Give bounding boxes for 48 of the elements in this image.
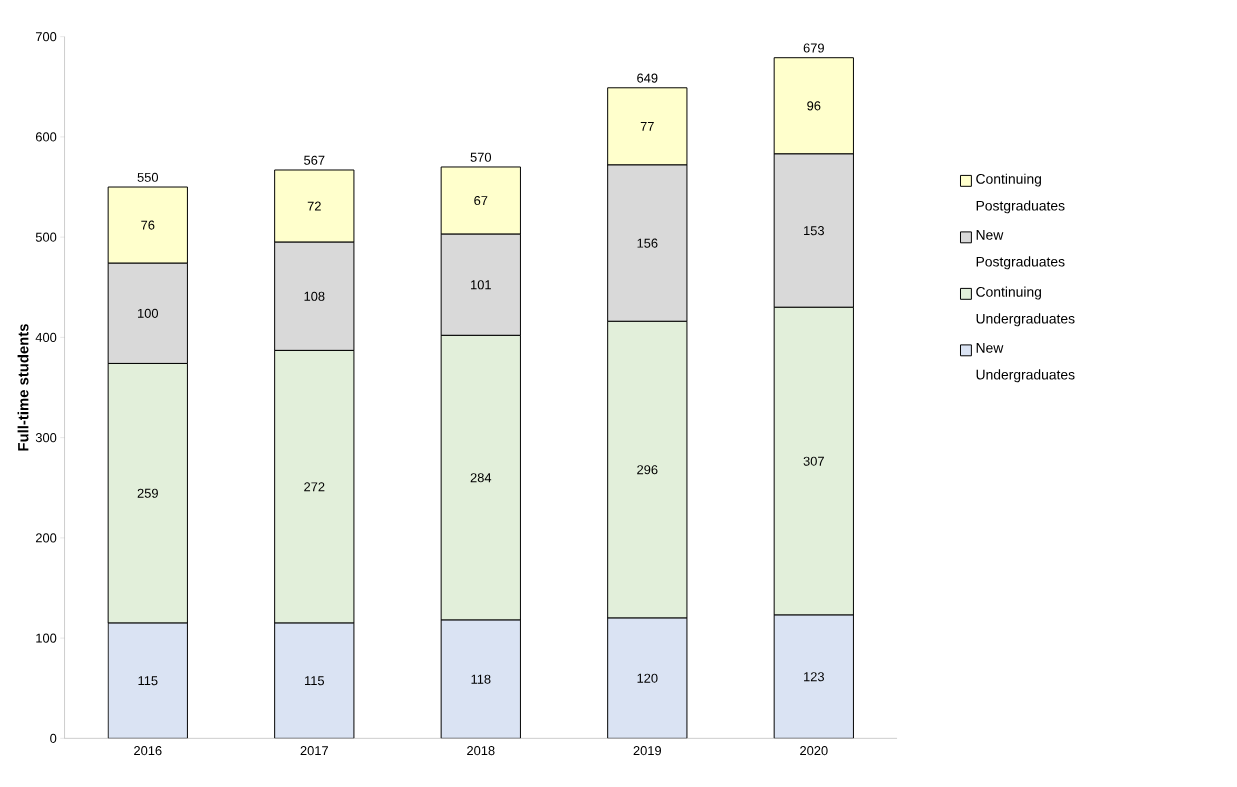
total-label: 649 [637, 73, 658, 83]
data-label: 101 [471, 280, 491, 290]
data-label: 115 [305, 676, 325, 686]
x-tick-label: 2017 [300, 746, 328, 756]
bar [274, 622, 355, 739]
bar [107, 622, 188, 739]
legend-label: Continuing Undergraduates [976, 286, 1075, 327]
y-tick-label: 600 [35, 132, 57, 142]
y-tick-label: 700 [35, 32, 57, 42]
legend-label: New Undergraduates [976, 343, 1075, 383]
y-tick-label: 200 [35, 533, 57, 543]
x-tick-label: 2020 [800, 746, 828, 756]
total-label: 679 [803, 43, 824, 53]
data-label: 77 [640, 121, 654, 131]
legend-label: New Postgraduates [976, 230, 1065, 270]
data-label: 123 [804, 672, 824, 682]
data-label: 96 [807, 101, 821, 111]
data-label: 296 [637, 465, 658, 475]
data-label: 76 [141, 220, 155, 230]
y-tick-label: 300 [35, 433, 57, 443]
data-label: 307 [803, 456, 824, 466]
y-tick-label: 100 [36, 633, 57, 643]
data-label: 115 [138, 676, 158, 686]
bar [607, 617, 688, 739]
y-tick-label: 0 [50, 733, 57, 743]
data-label: 120 [637, 673, 658, 683]
data-label: 67 [474, 196, 488, 206]
total-label: 567 [304, 155, 325, 165]
x-tick-label: 2016 [134, 746, 162, 756]
y-tick-label: 500 [35, 232, 57, 242]
data-label: 272 [304, 482, 325, 492]
x-tick-label: 2019 [633, 746, 662, 756]
data-label: 72 [307, 201, 321, 211]
x-tick-label: 2018 [467, 746, 495, 756]
data-label: 259 [137, 488, 158, 498]
data-label: 284 [470, 473, 492, 483]
data-label: 108 [304, 291, 325, 301]
data-label: 118 [471, 674, 491, 684]
bar [440, 619, 521, 739]
total-label: 550 [137, 172, 159, 182]
data-label: 100 [138, 308, 159, 318]
legend-label: Continuing Postgraduates [976, 173, 1065, 214]
y-axis-title: Full-time students [17, 324, 29, 451]
y-tick-label: 400 [35, 332, 57, 342]
data-label: 156 [637, 238, 658, 248]
data-label: 153 [804, 226, 824, 236]
bar [773, 614, 854, 739]
total-label: 570 [470, 152, 492, 162]
